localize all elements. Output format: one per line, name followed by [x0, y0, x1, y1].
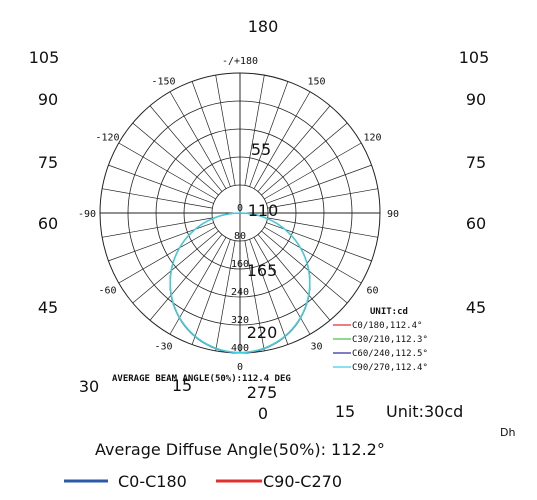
grid-spoke [266, 222, 372, 262]
outer-angle-label: -60 [98, 286, 116, 297]
grid-spoke [132, 122, 219, 196]
grid-spoke [249, 239, 289, 345]
legend-label-c0-c180: C0-C180 [118, 472, 187, 491]
legend-entry: C30/210,112.3° [352, 335, 428, 345]
outer-angle-label: -120 [95, 133, 119, 144]
grid-spoke [108, 222, 214, 262]
dh-label: Dh [500, 426, 515, 439]
grid-spoke [261, 230, 348, 304]
radial-label-zero: 0 [237, 203, 243, 214]
outer-angle-label: -/+180 [222, 56, 258, 67]
outer-angle-label: 90 [387, 209, 399, 220]
diffuse-angle-text: Average Diffuse Angle(50%): 112.2° [95, 440, 385, 459]
grid-spoke [149, 105, 223, 192]
grid-spoke [215, 240, 236, 351]
radial-label: 400 [231, 343, 249, 354]
grid-spoke [267, 217, 378, 238]
legend-entry: C90/270,112.4° [352, 363, 428, 373]
legend-entry: C0/180,112.4° [352, 321, 422, 331]
average-beam-angle: AVERAGE BEAM ANGLE(50%):112.4 DEG [112, 374, 291, 384]
overlay-bottom-label: 15 [172, 376, 192, 395]
unit-label: Unit:30cd [386, 402, 463, 421]
radial-label: 80 [234, 231, 246, 242]
outer-angle-label: 120 [363, 133, 381, 144]
intensity-curves [169, 212, 311, 354]
overlay-inner-label: 165 [247, 261, 278, 280]
overlay-right-label: 90 [466, 90, 486, 109]
radial-labels: 80 160 240 320 400 0 [231, 203, 249, 354]
grid-spoke [257, 105, 331, 192]
overlay-left-label: 30 [79, 377, 99, 396]
grid-spoke [108, 164, 214, 204]
overlay-left-label: 60 [38, 214, 58, 233]
grid-spoke [266, 164, 372, 204]
overlay-bottom-label: 15 [335, 402, 355, 421]
grid-spoke [253, 91, 311, 189]
outer-angle-label: 0 [237, 362, 243, 373]
overlay-right-label: 75 [466, 153, 486, 172]
overlay-inner-label: 55 [251, 140, 271, 159]
radial-label: 160 [231, 259, 249, 270]
overlay-right-label: 60 [466, 214, 486, 233]
outer-angle-label: -90 [78, 209, 96, 220]
grid-spoke [264, 142, 362, 200]
grid-spoke [169, 91, 227, 189]
overlay-right-label: 45 [466, 298, 486, 317]
outer-angle-labels: -/+180 150 -150 120 -120 90 -90 60 -60 30 -30 0 [78, 56, 399, 373]
grid-spoke [261, 122, 348, 196]
grid-spoke [264, 226, 362, 284]
grid-spoke [118, 142, 216, 200]
bottom-legend: C0-C180 C90-C270 [64, 472, 342, 491]
grid-spoke [102, 188, 213, 209]
legend-unit: UNIT:cd [370, 307, 408, 317]
grid-spoke [191, 81, 231, 187]
legend-entry: C60/240,112.5° [352, 349, 428, 359]
outer-angle-label: 150 [307, 76, 325, 87]
overlay-inner-label: 220 [247, 323, 278, 342]
overlay-left-label: 75 [38, 153, 58, 172]
overlay-top-label: 180 [248, 17, 279, 36]
radial-label: 240 [231, 287, 249, 298]
grid-spoke [244, 75, 265, 186]
grid-spoke [257, 234, 331, 321]
grid-spoke [191, 239, 231, 345]
grid-spoke [215, 75, 236, 186]
radial-label: 320 [231, 315, 249, 326]
overlay-inner-label: 110 [248, 201, 279, 220]
intensity-curve [169, 212, 311, 354]
grid-spoke [253, 237, 311, 335]
outer-angle-label: 30 [310, 342, 322, 353]
grid-spoke [169, 237, 227, 335]
overlay-inner-label: 275 [247, 383, 278, 402]
legend-label-c90-c270: C90-C270 [263, 472, 342, 491]
overlay-left-label: 90 [38, 90, 58, 109]
grid-spoke [118, 226, 216, 284]
grid-spoke [244, 240, 265, 351]
outer-angle-label: -30 [154, 342, 172, 353]
outer-angle-label: 60 [366, 286, 378, 297]
overlay-left-label: 45 [38, 298, 58, 317]
overlay-bottom-label: 0 [258, 404, 268, 423]
grid-spoke [267, 188, 378, 209]
overlay-right-label: 105 [459, 48, 490, 67]
grid-spoke [132, 230, 219, 304]
outer-angle-label: -150 [151, 76, 175, 87]
overlay-left-label: 105 [29, 48, 60, 67]
grid-spoke [149, 234, 223, 321]
grid-spoke [102, 217, 213, 238]
chart-legend: UNIT:cd C0/180,112.4° C30/210,112.3° C60/2… [333, 307, 428, 373]
grid-spoke [249, 81, 289, 187]
